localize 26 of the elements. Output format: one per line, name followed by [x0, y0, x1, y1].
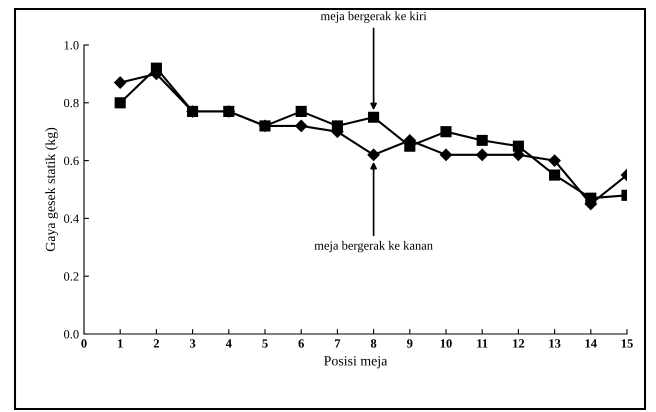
x-tick-label: 10: [440, 339, 452, 348]
x-axis-title: Posisi meja: [324, 356, 388, 368]
x-tick-label: 13: [549, 339, 560, 348]
x-tick-label: 5: [262, 339, 268, 348]
y-tick-label: 0.8: [64, 98, 79, 108]
x-tick-label: 14: [586, 339, 597, 348]
y-tick-label: 0.0: [64, 330, 79, 339]
x-tick-label: 9: [407, 339, 412, 348]
annotation: meja bergerak ke kiri: [320, 11, 427, 23]
x-tick-label: 0: [81, 339, 87, 348]
x-tick-label: 12: [513, 339, 524, 348]
y-tick-label: 0.6: [64, 156, 79, 166]
annotation: meja bergerak ke kanan: [314, 240, 433, 252]
x-tick-label: 1: [118, 339, 123, 348]
x-tick-label: 8: [370, 339, 376, 348]
y-axis-title: Gaya gesek statik (kg): [45, 128, 58, 252]
x-tick-label: 3: [190, 339, 196, 348]
x-tick-label: 7: [334, 339, 340, 348]
x-tick-label: 2: [154, 339, 159, 348]
y-tick-label: 0.4: [64, 214, 79, 223]
x-tick-label: 6: [298, 339, 304, 348]
y-tick-label: 0.2: [64, 272, 78, 281]
x-tick-label: 4: [226, 339, 232, 348]
y-tick-label: 1.0: [64, 41, 79, 50]
x-tick-label: 11: [477, 339, 488, 348]
x-tick-label: 15: [622, 339, 633, 348]
